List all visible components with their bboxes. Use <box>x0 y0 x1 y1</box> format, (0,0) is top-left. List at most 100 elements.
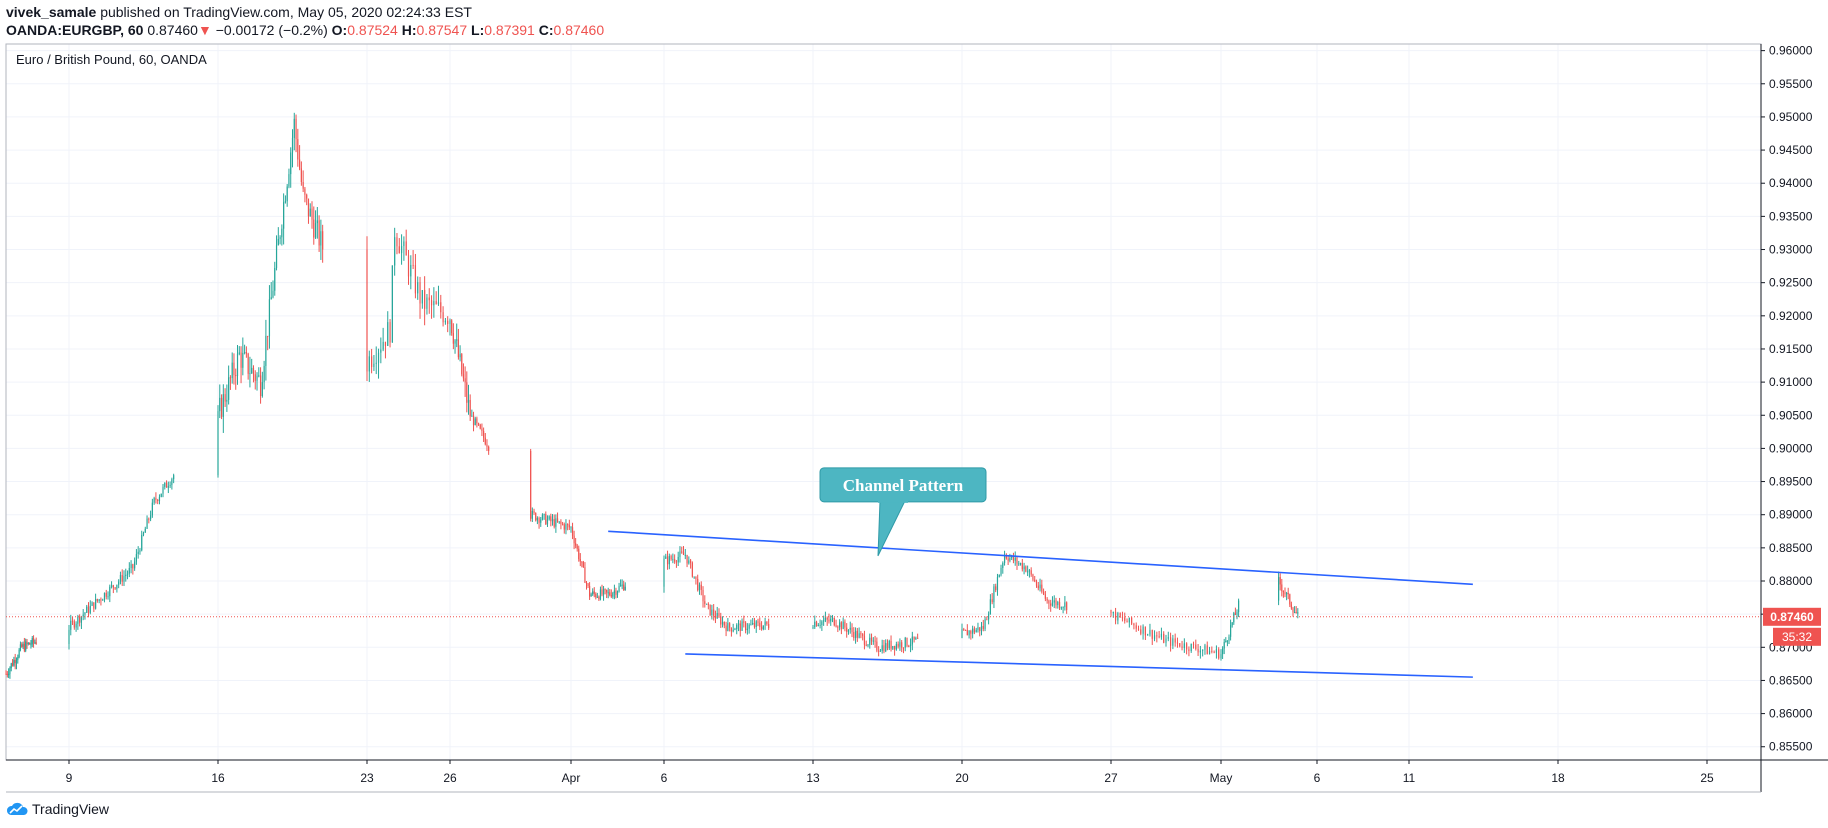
candle-body <box>1279 577 1281 585</box>
time-tick-label: 18 <box>1551 771 1565 785</box>
candle-body <box>1195 644 1197 649</box>
candle-body <box>240 352 242 368</box>
candle-body <box>1151 630 1153 639</box>
candle-body <box>886 643 889 649</box>
candle-body <box>1003 555 1006 563</box>
price-chart[interactable]: Channel Pattern 0.960000.955000.950000.9… <box>0 0 1828 800</box>
candle-body <box>713 609 715 616</box>
candle-body <box>839 622 841 628</box>
candle-body <box>538 517 540 523</box>
candle-body <box>917 637 919 639</box>
candle-body <box>311 208 313 220</box>
candle-body <box>77 616 79 624</box>
candle-body <box>1027 571 1029 573</box>
candle-body <box>259 375 262 397</box>
candle-body <box>672 559 674 561</box>
price-tick-label: 0.90500 <box>1769 408 1813 422</box>
candle-body <box>407 255 410 277</box>
candle-body <box>1110 609 1112 614</box>
author-name[interactable]: vivek_samale <box>6 4 97 20</box>
candle-body <box>1009 557 1011 561</box>
candle-body <box>989 599 991 615</box>
candle-body <box>247 353 249 374</box>
candle-body <box>595 593 597 598</box>
candle-body <box>698 584 701 591</box>
candle-body <box>1222 648 1224 655</box>
candle-body <box>26 641 28 644</box>
candle-body <box>565 524 567 530</box>
candle-body <box>139 550 141 552</box>
candle-body <box>254 374 256 381</box>
candle-body <box>535 513 537 521</box>
candle-body <box>1023 566 1025 570</box>
candle-body <box>1140 629 1142 634</box>
candle-body <box>118 581 120 585</box>
candle-body <box>615 590 617 595</box>
candle-body <box>107 596 109 598</box>
candle-body <box>272 290 274 298</box>
brand-name: TradingView <box>32 801 110 817</box>
candle-body <box>902 647 905 649</box>
candle-body <box>714 615 717 619</box>
candle-body <box>1286 592 1288 595</box>
candle-body <box>1018 563 1020 565</box>
candle-body <box>1044 594 1046 599</box>
candle-body <box>1233 613 1235 623</box>
candle-body <box>1046 598 1048 601</box>
candle-body <box>1039 584 1041 589</box>
candle-body <box>766 621 768 625</box>
candle-body <box>885 643 887 652</box>
candle-body <box>980 625 983 632</box>
candle-body <box>700 584 702 590</box>
candle-body <box>607 592 609 594</box>
candle-body <box>674 559 676 562</box>
brand-logo[interactable]: TradingView <box>6 801 109 817</box>
candle-body <box>536 517 538 521</box>
candle-body <box>244 352 246 354</box>
candle-body <box>382 341 384 350</box>
candle-body <box>228 377 230 400</box>
candle-body <box>1225 640 1227 643</box>
candle-body <box>1041 584 1043 592</box>
candle-body <box>899 642 901 647</box>
price-tick-label: 0.86000 <box>1769 707 1813 721</box>
channel-upper-trendline <box>608 530 1473 586</box>
candle-body <box>474 418 476 426</box>
candle-body <box>19 644 22 650</box>
candle-body <box>702 589 704 602</box>
candle-body <box>71 620 74 622</box>
candle-body <box>313 219 315 238</box>
candle-body <box>613 590 615 594</box>
candle-body <box>584 567 586 583</box>
candle-body <box>618 586 620 592</box>
candle-body <box>275 245 278 268</box>
candle-body <box>464 378 466 383</box>
candle-body <box>548 516 550 520</box>
low-value: 0.87391 <box>484 22 535 38</box>
candle-body <box>21 644 23 647</box>
candle-body <box>14 659 16 664</box>
time-axis[interactable]: 9 16 23 26 Apr 6 13 20 27 May 6 11 18 25 <box>66 760 1714 785</box>
candle-body <box>121 575 123 582</box>
candle-body <box>725 625 727 631</box>
price-tick-label: 0.88500 <box>1769 541 1813 555</box>
candle-body <box>596 596 598 598</box>
candle-body <box>730 627 733 632</box>
candle-body <box>31 638 33 645</box>
candle-body <box>437 302 440 304</box>
price-tick-label: 0.89000 <box>1769 508 1813 522</box>
candle-body <box>235 375 237 377</box>
candle-body <box>89 605 91 613</box>
candle-body <box>1019 563 1022 565</box>
candle-body <box>697 578 699 591</box>
candle-body <box>668 556 670 565</box>
cloud-logo-icon <box>6 802 28 815</box>
price-axis[interactable]: 0.96000 0.95500 0.95000 0.94500 0.94000 0.935… <box>1761 44 1813 754</box>
price-tick-label: 0.91500 <box>1769 342 1813 356</box>
candle-body <box>1117 612 1119 621</box>
price-tick-label: 0.91000 <box>1769 375 1813 389</box>
candle-body <box>744 622 747 631</box>
drawings[interactable]: Channel Pattern <box>608 467 1473 678</box>
candle-body <box>748 624 750 629</box>
candle-body <box>318 220 320 246</box>
